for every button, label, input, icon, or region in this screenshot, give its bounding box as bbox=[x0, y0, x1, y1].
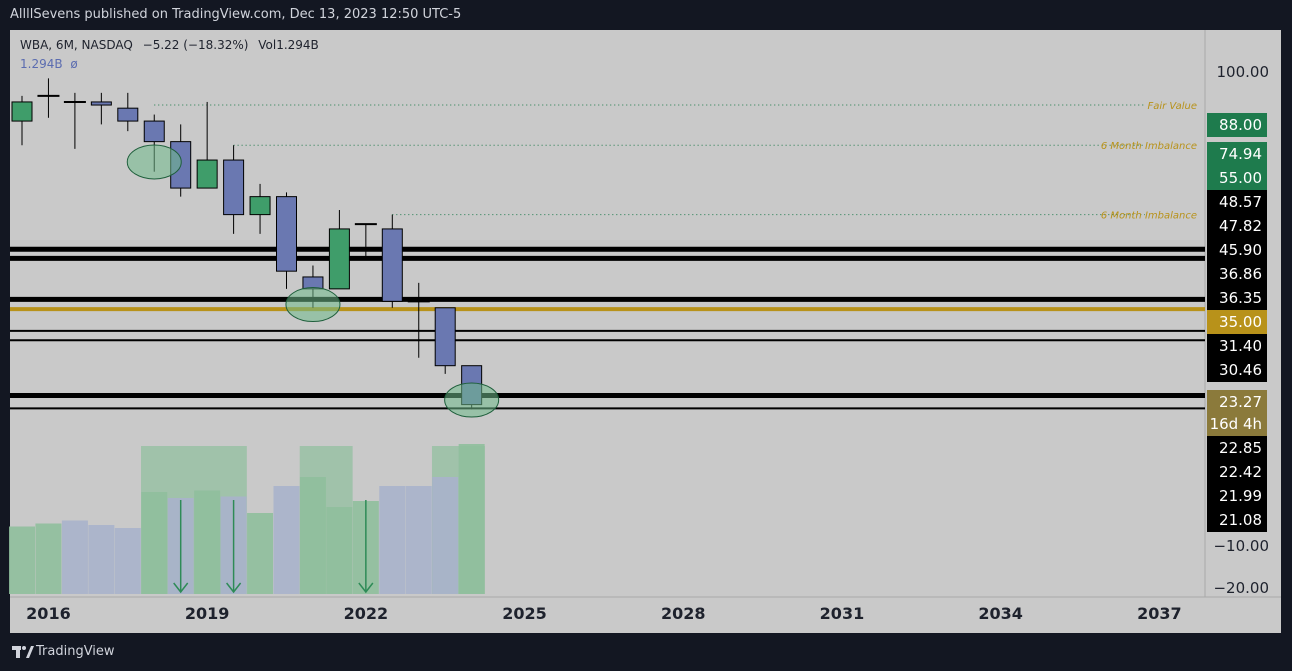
price-tag-label: 47.82 bbox=[1219, 217, 1262, 235]
time-axis-tick: 2037 bbox=[1137, 604, 1182, 623]
time-axis-tick: 2025 bbox=[502, 604, 547, 623]
price-tag-bg bbox=[1207, 190, 1267, 214]
volume-bar bbox=[141, 492, 168, 594]
price-tag-label: 55.00 bbox=[1219, 169, 1262, 187]
price-tag-bg bbox=[1207, 412, 1267, 436]
down-arrow-head bbox=[173, 582, 189, 594]
top-bar: AllllSevens published on TradingView.com… bbox=[0, 0, 1292, 30]
price-tag-label: 35.00 bbox=[1219, 313, 1262, 331]
volume-bar bbox=[405, 486, 432, 594]
price-tag-label: 88.00 bbox=[1219, 116, 1262, 134]
annotation-label: 6 Month Imbalance bbox=[1101, 211, 1197, 222]
price-change: −5.22 (−18.32%) bbox=[142, 38, 249, 52]
price-tag-label: 22.85 bbox=[1219, 439, 1262, 457]
highlight-circle bbox=[444, 382, 500, 418]
price-tag-label: 21.08 bbox=[1219, 511, 1262, 529]
time-axis-tick: 2022 bbox=[344, 604, 389, 623]
price-tag-label: 30.46 bbox=[1219, 361, 1262, 379]
volume-bar bbox=[114, 528, 141, 594]
candle-body bbox=[117, 107, 139, 122]
time-axis-tick: 2028 bbox=[661, 604, 706, 623]
volume-bar bbox=[35, 523, 62, 594]
highlight-circle bbox=[285, 287, 341, 323]
price-tag-label: 16d 4h bbox=[1210, 415, 1262, 433]
candle-body bbox=[276, 196, 297, 272]
price-tag-bg bbox=[1207, 142, 1267, 166]
price-tag-label: 48.57 bbox=[1219, 193, 1262, 211]
candle-body bbox=[90, 101, 112, 106]
down-arrow-head bbox=[226, 582, 242, 594]
volume-value: 1.294B bbox=[276, 38, 319, 52]
candle-body bbox=[11, 101, 33, 122]
price-tag-bg bbox=[1207, 310, 1267, 334]
price-tag-bg bbox=[1207, 460, 1267, 484]
candle-body bbox=[249, 196, 271, 216]
price-tag-label: 36.35 bbox=[1219, 289, 1262, 307]
volume-bar bbox=[432, 477, 459, 594]
volume-bar bbox=[61, 520, 88, 594]
volume-bar bbox=[379, 486, 406, 594]
tradingview-logo-icon bbox=[12, 646, 34, 658]
volume-label: Vol bbox=[258, 38, 277, 52]
price-tag-label: 31.40 bbox=[1219, 337, 1262, 355]
price-tag-bg bbox=[1207, 484, 1267, 508]
price-tag-label: 21.99 bbox=[1219, 487, 1262, 505]
price-tag-bg bbox=[1207, 358, 1267, 382]
price-tag-bg bbox=[1207, 334, 1267, 358]
volume-bar bbox=[326, 507, 353, 594]
volume-legend: 1.294B ø bbox=[20, 57, 78, 71]
price-tag-bg bbox=[1207, 390, 1267, 414]
candle-body bbox=[223, 159, 245, 216]
price-axis-tick: 100.00 bbox=[1217, 63, 1270, 81]
candle-body bbox=[434, 307, 456, 367]
annotation-label: 6 Month Imbalance bbox=[1101, 141, 1197, 152]
volume-sub: ø bbox=[70, 57, 78, 71]
price-tag-bg bbox=[1207, 238, 1267, 262]
price-tag-label: 23.27 bbox=[1219, 393, 1262, 411]
symbol-legend: WBA, 6M, NASDAQ −5.22 (−18.32%) Vol1.294… bbox=[20, 38, 319, 52]
down-arrow-head bbox=[358, 582, 374, 594]
volume-bar bbox=[88, 525, 115, 594]
price-tag-bg bbox=[1207, 508, 1267, 532]
volume-axis-tick: −10.00 bbox=[1213, 537, 1269, 555]
time-axis-tick: 2031 bbox=[820, 604, 865, 623]
volume-bar bbox=[458, 444, 485, 594]
price-tag-label: 74.94 bbox=[1219, 145, 1262, 163]
price-tag-bg bbox=[1207, 286, 1267, 310]
footer: TradingView bbox=[0, 633, 1292, 671]
price-tag-label: 22.42 bbox=[1219, 463, 1262, 481]
publish-info: AllllSevens published on TradingView.com… bbox=[10, 7, 462, 22]
price-tag-bg bbox=[1207, 113, 1267, 137]
price-tag-label: 45.90 bbox=[1219, 241, 1262, 259]
volume-bar bbox=[273, 486, 300, 594]
volume-bar bbox=[9, 526, 35, 594]
price-tag-label: 36.86 bbox=[1219, 265, 1262, 283]
annotation-label: Fair Value bbox=[1147, 101, 1197, 112]
candle-body bbox=[381, 228, 403, 302]
volume-bar bbox=[299, 477, 326, 594]
volume-line: 1.294B bbox=[20, 57, 63, 71]
candle-body bbox=[143, 120, 165, 143]
candle-body bbox=[328, 228, 350, 290]
price-tag-bg bbox=[1207, 436, 1267, 460]
volume-axis-tick: −20.00 bbox=[1213, 579, 1269, 597]
price-tag-bg bbox=[1207, 262, 1267, 286]
symbol-info: WBA, 6M, NASDAQ bbox=[20, 38, 133, 52]
candle-body bbox=[196, 159, 218, 189]
highlight-circle bbox=[126, 144, 182, 180]
time-axis-tick: 2019 bbox=[185, 604, 230, 623]
price-tag-bg bbox=[1207, 214, 1267, 238]
brand-name[interactable]: TradingView bbox=[36, 644, 115, 659]
volume-bar bbox=[247, 513, 274, 594]
time-axis-tick: 2034 bbox=[978, 604, 1023, 623]
time-axis-tick: 2016 bbox=[26, 604, 71, 623]
volume-bar bbox=[194, 490, 221, 594]
price-tag-bg bbox=[1207, 166, 1267, 190]
